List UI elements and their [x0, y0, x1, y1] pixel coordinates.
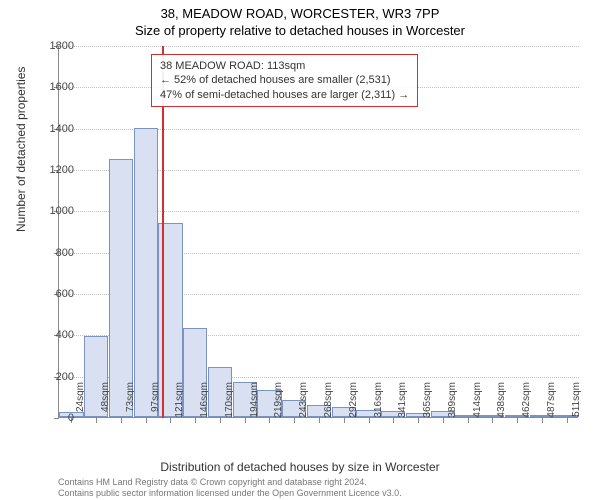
x-tick-mark	[245, 418, 246, 423]
y-tick-label: 1800	[34, 40, 74, 52]
plot-area: 24sqm48sqm73sqm97sqm121sqm146sqm170sqm19…	[58, 46, 578, 418]
gridline	[59, 46, 579, 47]
y-tick-label: 0	[34, 412, 74, 424]
plot-wrap: 24sqm48sqm73sqm97sqm121sqm146sqm170sqm19…	[58, 46, 578, 418]
y-tick-label: 1400	[34, 123, 74, 135]
y-tick-label: 1000	[34, 205, 74, 217]
x-tick-mark	[294, 418, 295, 423]
annotation-line: 47% of semi-detached houses are larger (…	[160, 88, 409, 102]
x-tick-mark	[220, 418, 221, 423]
x-tick-mark	[146, 418, 147, 423]
y-tick-label: 1200	[34, 164, 74, 176]
x-tick-mark	[121, 418, 122, 423]
x-tick-mark	[393, 418, 394, 423]
x-tick-mark	[468, 418, 469, 423]
y-tick-label: 200	[34, 371, 74, 383]
footer-line-1: Contains HM Land Registry data © Crown c…	[58, 477, 402, 487]
x-tick-mark	[170, 418, 171, 423]
footer: Contains HM Land Registry data © Crown c…	[58, 477, 402, 498]
chart-container: 38, MEADOW ROAD, WORCESTER, WR3 7PP Size…	[0, 0, 600, 500]
x-tick-mark	[195, 418, 196, 423]
annotation-box: 38 MEADOW ROAD: 113sqm← 52% of detached …	[151, 54, 418, 107]
histogram-bar	[109, 159, 133, 417]
x-axis-label: Distribution of detached houses by size …	[0, 460, 600, 474]
x-tick-mark	[344, 418, 345, 423]
y-tick-label: 600	[34, 288, 74, 300]
y-tick-label: 1600	[34, 81, 74, 93]
x-tick-label: 511sqm	[571, 382, 582, 422]
annotation-line: 38 MEADOW ROAD: 113sqm	[160, 59, 409, 73]
title-line-1: 38, MEADOW ROAD, WORCESTER, WR3 7PP	[0, 6, 600, 23]
x-tick-mark	[492, 418, 493, 423]
histogram-bar	[134, 128, 158, 417]
y-axis-label: Number of detached properties	[14, 67, 28, 232]
x-tick-mark	[96, 418, 97, 423]
x-tick-mark	[517, 418, 518, 423]
chart-title: 38, MEADOW ROAD, WORCESTER, WR3 7PP Size…	[0, 0, 600, 40]
title-line-2: Size of property relative to detached ho…	[0, 23, 600, 40]
x-tick-mark	[542, 418, 543, 423]
x-tick-mark	[418, 418, 419, 423]
y-tick-label: 800	[34, 247, 74, 259]
annotation-line: ← 52% of detached houses are smaller (2,…	[160, 73, 409, 87]
x-tick-mark	[319, 418, 320, 423]
y-tick-label: 400	[34, 329, 74, 341]
footer-line-2: Contains public sector information licen…	[58, 488, 402, 498]
x-tick-mark	[369, 418, 370, 423]
x-tick-mark	[443, 418, 444, 423]
x-tick-mark	[567, 418, 568, 423]
x-tick-mark	[269, 418, 270, 423]
